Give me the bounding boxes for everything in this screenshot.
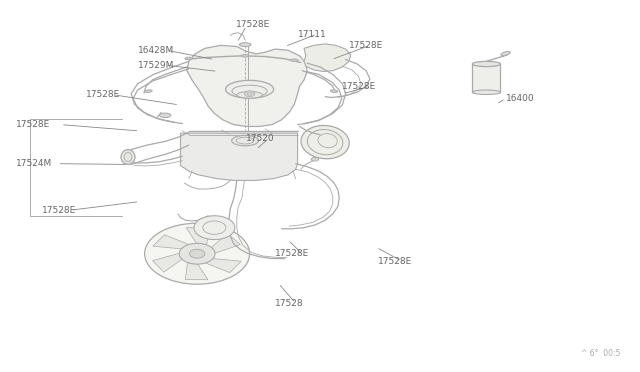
- Polygon shape: [186, 228, 209, 245]
- Text: 17528E: 17528E: [378, 257, 412, 266]
- Polygon shape: [211, 234, 241, 253]
- Ellipse shape: [159, 113, 171, 118]
- Polygon shape: [185, 263, 208, 280]
- Text: 17528E: 17528E: [86, 90, 121, 99]
- Text: 16400: 16400: [506, 94, 534, 103]
- Text: 17111: 17111: [298, 30, 326, 39]
- Text: 17528E: 17528E: [342, 82, 377, 91]
- Circle shape: [145, 223, 250, 284]
- Text: 17528E: 17528E: [42, 206, 76, 215]
- Text: 17528E: 17528E: [236, 20, 270, 29]
- Text: ^ 6°  00:5: ^ 6° 00:5: [581, 349, 621, 358]
- Text: 17520: 17520: [246, 134, 275, 143]
- Ellipse shape: [232, 135, 259, 146]
- Ellipse shape: [145, 90, 152, 93]
- Text: 17528E: 17528E: [275, 249, 310, 258]
- Circle shape: [179, 243, 215, 264]
- Ellipse shape: [226, 80, 274, 98]
- Ellipse shape: [472, 90, 500, 94]
- Circle shape: [244, 91, 255, 97]
- Text: 17529M: 17529M: [138, 61, 174, 70]
- Polygon shape: [187, 45, 307, 126]
- Ellipse shape: [472, 61, 500, 67]
- Polygon shape: [180, 133, 298, 180]
- Ellipse shape: [301, 125, 349, 159]
- Ellipse shape: [185, 57, 193, 60]
- Ellipse shape: [291, 59, 298, 62]
- Text: 16428M: 16428M: [138, 46, 174, 55]
- Ellipse shape: [330, 90, 338, 93]
- Ellipse shape: [239, 43, 251, 46]
- Circle shape: [189, 249, 205, 258]
- Ellipse shape: [311, 157, 319, 161]
- Polygon shape: [153, 235, 189, 249]
- Text: 17528: 17528: [275, 299, 304, 308]
- Bar: [472, 64, 500, 92]
- Ellipse shape: [501, 52, 510, 55]
- Text: 17528E: 17528E: [349, 41, 383, 50]
- Polygon shape: [152, 253, 182, 272]
- Ellipse shape: [241, 54, 249, 57]
- Circle shape: [194, 216, 235, 240]
- Ellipse shape: [237, 92, 262, 98]
- Polygon shape: [205, 259, 241, 273]
- Text: 17524M: 17524M: [16, 159, 52, 168]
- Polygon shape: [304, 44, 351, 71]
- Text: 17528E: 17528E: [16, 120, 51, 129]
- Ellipse shape: [121, 150, 135, 164]
